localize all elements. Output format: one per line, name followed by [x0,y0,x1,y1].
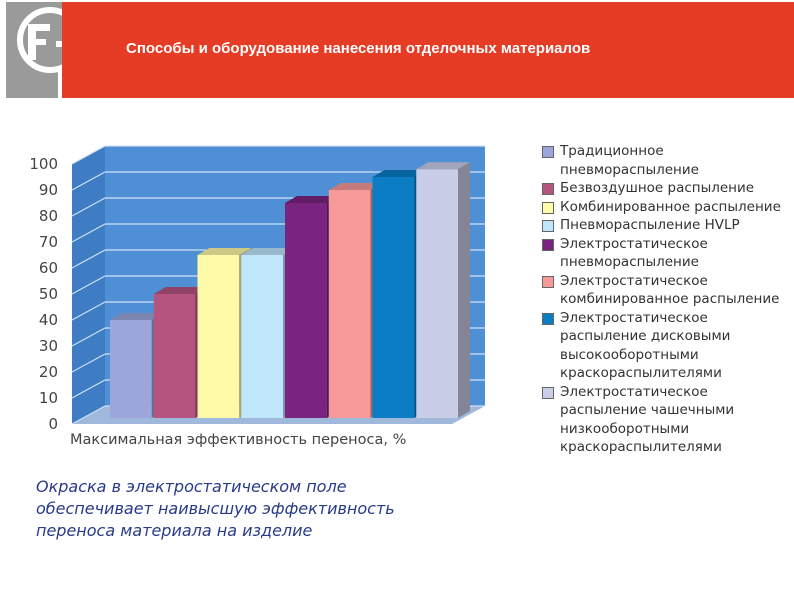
y-tick-label: 40 [39,311,58,329]
legend-item: Электростатическое пневмораспыление [538,235,788,272]
gridline [71,197,106,217]
legend-swatch [542,312,554,325]
y-tick-label: 0 [48,415,58,433]
bar-chart: 0 10 20 30 40 50 60 70 80 90 100 [29,145,485,433]
header-bar [62,2,794,98]
legend-swatch [542,201,554,214]
gridline [71,171,106,191]
y-tick-label: 10 [39,389,58,407]
legend-label: Традиционное пневмораспыление [560,143,699,178]
legend-swatch [542,386,554,399]
bar-top [197,248,252,255]
x-axis-label: Максимальная эффективность переноса, % [70,432,407,448]
legend-item: Комбинированное распыление [538,198,788,217]
legend-item: Электростатическое комбинированное распы… [538,272,788,309]
gridline [71,223,106,243]
legend-item: Пневмораспыление HVLP [538,216,788,235]
y-tick-label: 50 [39,285,58,303]
bar [372,177,415,418]
gridline [71,327,106,347]
bar [416,169,458,418]
gridline [71,145,106,165]
y-tick-label: 20 [39,363,58,381]
legend-label: Электростатическое распыление дисковыми … [560,309,731,382]
y-tick-label: 90 [39,181,58,199]
legend-swatch [542,183,554,195]
note-text: Окраска в электростатическом поле обеспе… [36,477,395,540]
legend-label: Пневмораспыление HVLP [560,217,740,233]
y-tick-label: 60 [39,259,58,277]
bar-top [372,170,427,177]
gridline [71,275,106,295]
bar [197,255,240,418]
bar [153,294,196,418]
y-tick-label: 80 [39,207,58,225]
bar-top [110,313,164,320]
legend-label: Безвоздушное распыление [560,180,755,196]
legend-item: Электростатическое распыление дисковыми … [538,309,788,383]
gridline [71,301,106,321]
legend-label: Комбинированное распыление [560,198,781,215]
legend-swatch [542,238,554,251]
bar-top [153,287,208,294]
y-tick-label: 30 [39,337,58,355]
gridline [71,249,106,269]
legend-swatch [542,275,554,288]
legend-swatch [542,220,554,232]
bar [241,255,283,418]
bar [110,320,152,418]
header: Способы и оборудование нанесения отделоч… [0,0,794,100]
legend-swatch [542,146,554,158]
bar-top [241,248,295,255]
chart-legend: Традиционное пневмораспыление Безвоздушно… [538,142,788,457]
bar [328,190,371,418]
legend-item: Традиционное пневмораспыление [538,142,788,179]
legend-label: Электростатическое комбинированное распы… [560,272,780,308]
bar-top [328,183,383,190]
gridline [71,379,106,399]
legend-item: Электростатическое распыление чашечными … [538,383,788,457]
y-tick-label: 70 [39,233,58,251]
bar-top [285,196,339,203]
bar-side [458,162,470,418]
legend-label: Электростатическое распыление чашечными … [560,383,735,456]
bar-top [416,162,470,170]
gridline [71,405,106,425]
bar [285,203,327,418]
legend-item: Безвоздушное распыление [538,179,788,198]
gridline [71,353,106,373]
y-tick-label: 100 [29,155,58,173]
page-title: Способы и оборудование нанесения отделоч… [126,40,591,57]
legend-label: Электростатическое пневмораспыление [560,235,708,271]
